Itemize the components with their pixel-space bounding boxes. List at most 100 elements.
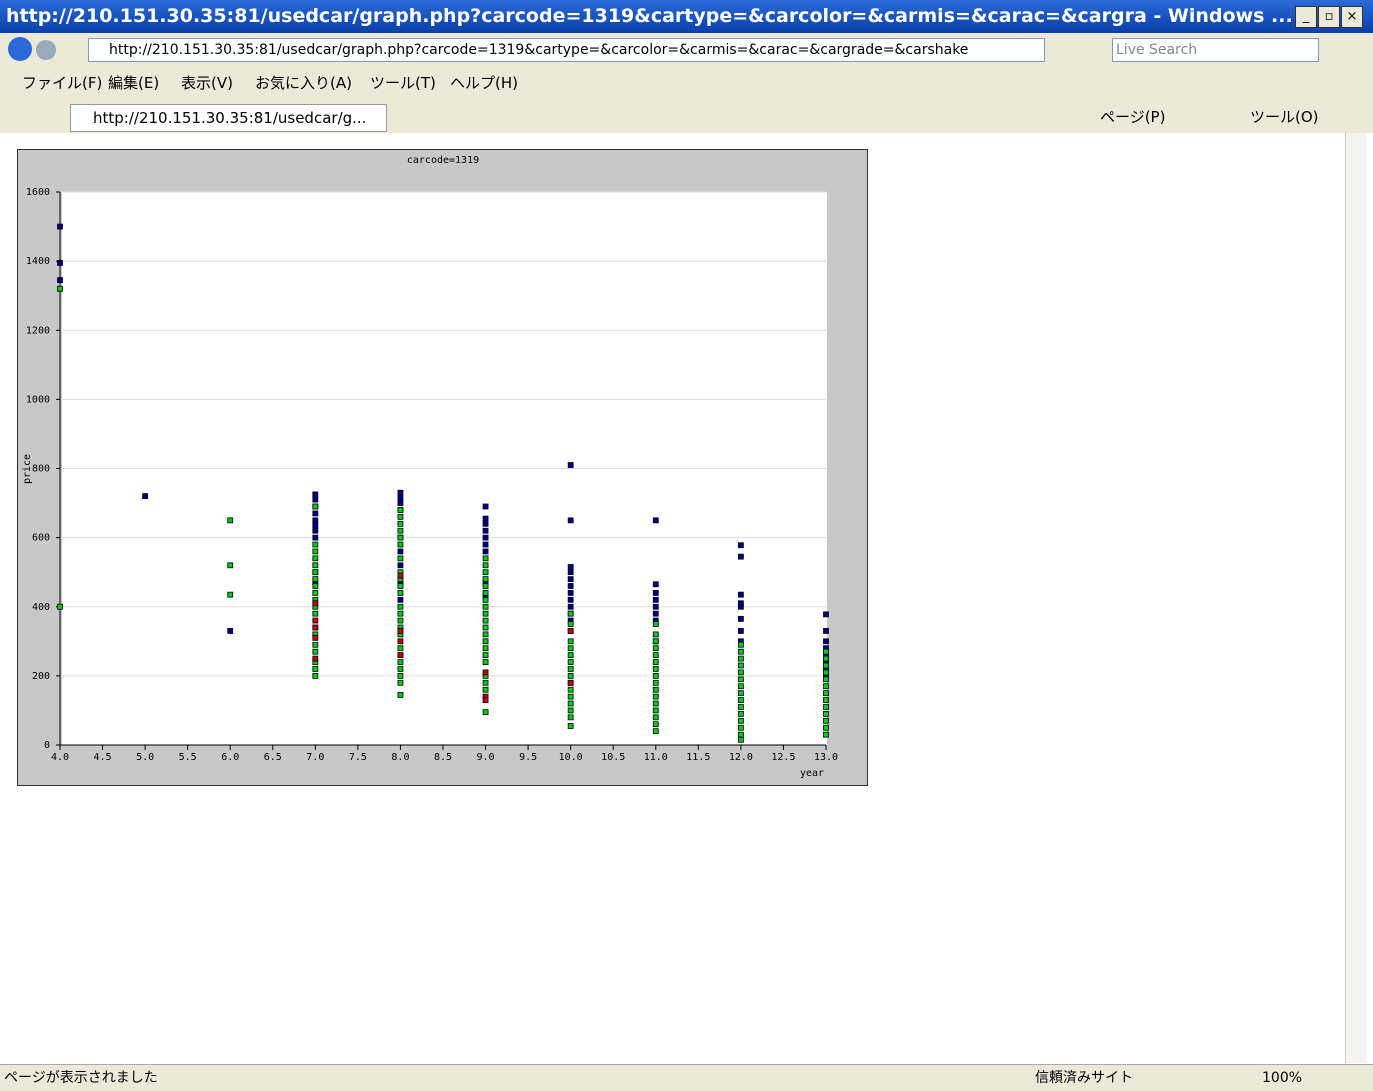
point (823, 676, 829, 683)
point (312, 527, 319, 534)
point (482, 569, 489, 576)
point (482, 669, 489, 676)
point (567, 590, 574, 596)
x-tick-label: 7.0 (306, 752, 324, 763)
point (737, 603, 744, 610)
point (737, 641, 744, 648)
point (482, 603, 489, 610)
x-tick-label: 5.0 (136, 752, 154, 763)
point (652, 686, 659, 693)
zoom[interactable]: 100% (1262, 1070, 1303, 1086)
menu-item[interactable]: お気に入り(A) (255, 74, 352, 92)
point (312, 569, 319, 576)
point (823, 683, 829, 690)
tab[interactable]: http://210.151.30.35:81/usedcar/g... (70, 104, 387, 132)
point (482, 555, 489, 562)
point (567, 517, 574, 524)
point (397, 603, 404, 610)
y-tick-label: 1000 (26, 394, 50, 405)
menu-item[interactable]: ファイル(F) (22, 74, 103, 92)
point (227, 517, 234, 524)
point (482, 548, 489, 555)
y-tick-label: 1400 (26, 256, 50, 267)
point (652, 728, 659, 735)
point (737, 655, 744, 662)
point (567, 596, 574, 603)
x-tick-label: 10.0 (559, 752, 583, 763)
point (652, 679, 659, 686)
point (312, 541, 319, 548)
point (823, 638, 829, 645)
menu-item[interactable]: ツール(T) (370, 74, 436, 92)
point (737, 615, 744, 622)
maximize[interactable]: ▫ (1318, 6, 1340, 28)
point (482, 659, 489, 665)
tab-title: http://210.151.30.35:81/usedcar/g... (93, 109, 367, 127)
x-tick-label: 11.5 (686, 752, 710, 763)
y-tick-label: 0 (44, 740, 50, 751)
point (482, 527, 489, 534)
x-axis-label: year (800, 768, 824, 779)
address-bar[interactable]: http://210.151.30.35:81/usedcar/graph.ph… (88, 38, 1045, 62)
search-placeholder: Live Search (1116, 42, 1198, 58)
point (482, 631, 489, 638)
point (567, 583, 574, 589)
point (482, 645, 489, 652)
point (312, 548, 319, 555)
menu-item[interactable]: 編集(E) (108, 74, 160, 92)
point (567, 679, 574, 686)
point (567, 659, 574, 665)
point (652, 610, 659, 617)
x-tick-label: 9.0 (477, 752, 495, 763)
scrollbar[interactable] (1345, 133, 1366, 1063)
menu-item[interactable]: 表示(V) (181, 74, 233, 92)
search-box[interactable]: Live Search (1112, 38, 1319, 62)
point (312, 666, 319, 672)
point (737, 724, 744, 731)
point (312, 648, 319, 655)
point (652, 700, 659, 707)
point (312, 555, 319, 562)
point (397, 666, 404, 672)
point (397, 672, 404, 679)
window-title: http://210.151.30.35:81/usedcar/graph.ph… (6, 5, 1293, 27)
point (737, 591, 744, 598)
back-button[interactable] (8, 37, 32, 61)
point (652, 631, 659, 638)
point (823, 628, 829, 634)
toolbar-button[interactable]: ページ(P) (1100, 108, 1166, 126)
y-tick-label: 1200 (26, 325, 50, 336)
menu-item[interactable]: ヘルプ(H) (450, 74, 518, 92)
point (567, 707, 574, 714)
close[interactable]: × (1341, 6, 1363, 28)
point (823, 717, 829, 724)
point (823, 655, 829, 662)
point (823, 648, 829, 655)
point (227, 562, 234, 569)
status-bar: ページが表示されました 信頼済みサイト 100% (0, 1064, 1373, 1091)
point (397, 645, 404, 652)
point (737, 669, 744, 676)
point (397, 494, 404, 501)
point (312, 522, 319, 529)
minimize[interactable]: _ (1295, 6, 1317, 28)
y-tick-label: 200 (32, 671, 50, 682)
point (312, 600, 319, 607)
point (823, 731, 829, 738)
point (567, 569, 574, 576)
point (312, 496, 319, 503)
point (737, 662, 744, 669)
x-tick-label: 11.0 (644, 752, 668, 763)
point (567, 603, 574, 610)
point (397, 520, 404, 527)
address-text: http://210.151.30.35:81/usedcar/graph.ph… (109, 42, 969, 58)
point (397, 555, 404, 562)
point (397, 562, 404, 569)
y-tick-label: 400 (32, 602, 50, 613)
forward-button[interactable] (36, 40, 56, 60)
point (482, 520, 489, 527)
point (397, 513, 404, 520)
toolbar-button[interactable]: ツール(O) (1250, 108, 1319, 126)
point (227, 628, 234, 634)
point (567, 645, 574, 652)
